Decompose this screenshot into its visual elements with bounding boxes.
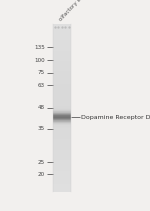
Text: 20: 20 [38, 172, 45, 177]
Text: Dopamine Receptor D1: Dopamine Receptor D1 [81, 115, 150, 120]
Text: 100: 100 [34, 58, 45, 63]
Text: 35: 35 [38, 126, 45, 131]
Text: 75: 75 [38, 70, 45, 75]
Text: olfactory bulb: olfactory bulb [58, 0, 88, 22]
Text: 25: 25 [38, 160, 45, 165]
Text: 63: 63 [38, 83, 45, 88]
Text: 48: 48 [38, 105, 45, 110]
Text: 135: 135 [34, 45, 45, 50]
